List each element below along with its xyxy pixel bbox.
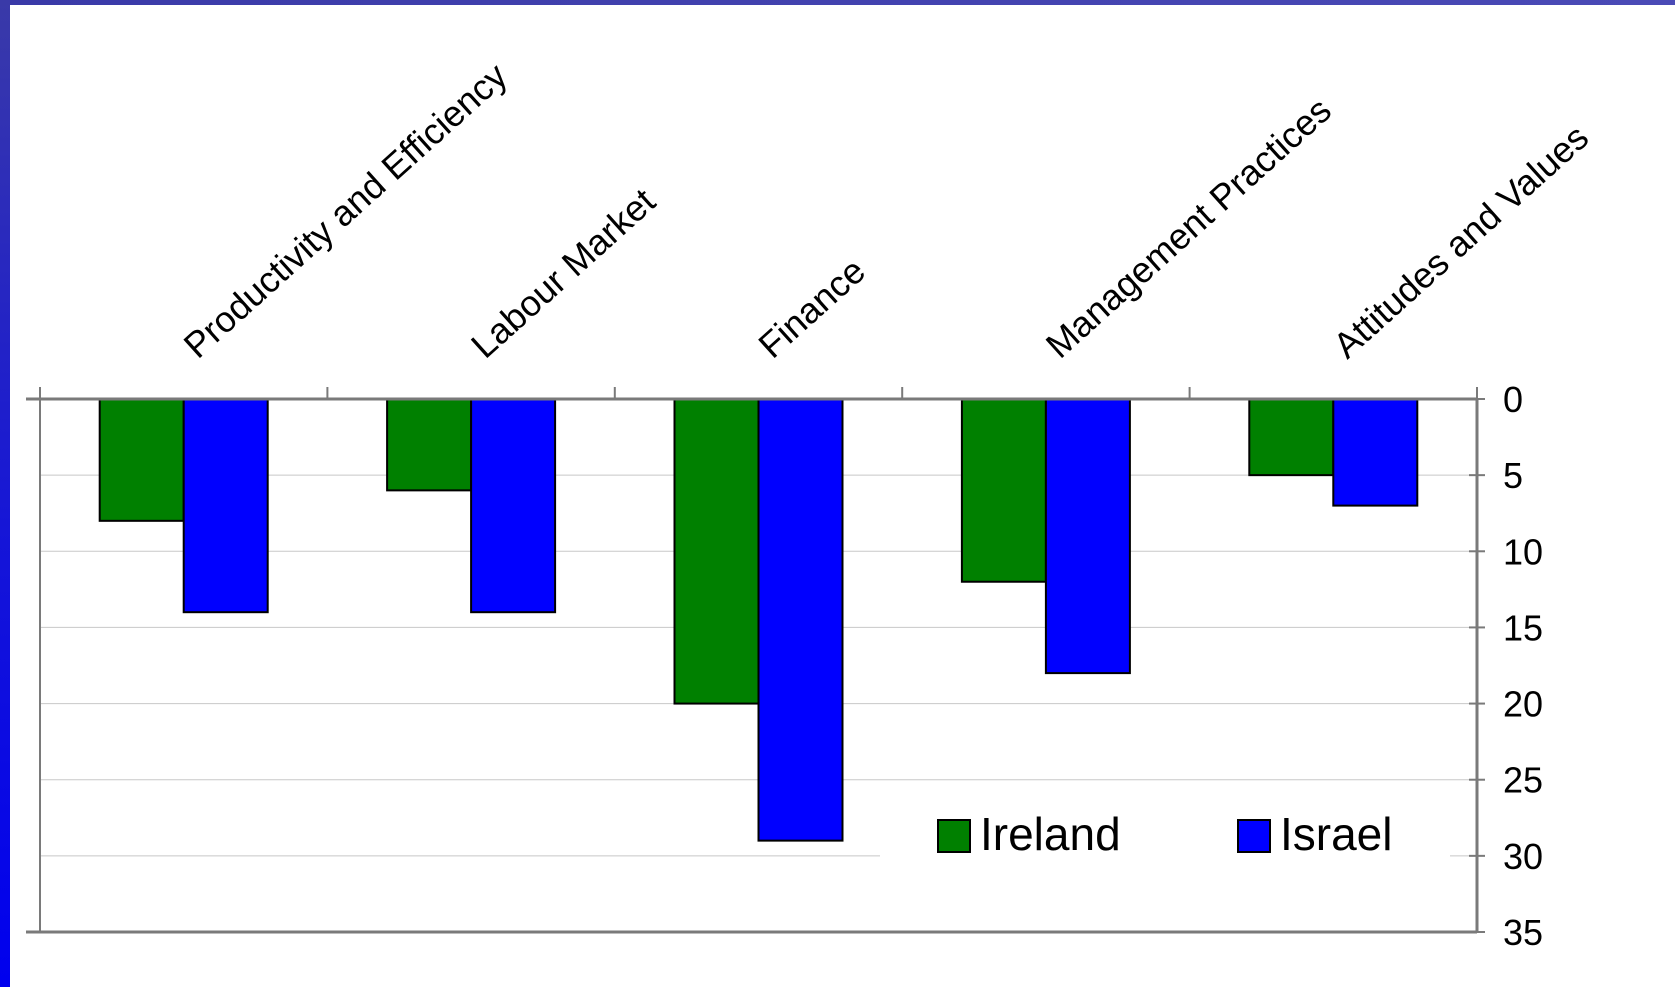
category-label: Productivity and Efficiency [176, 55, 515, 366]
category-label: Labour Market [463, 180, 663, 366]
bar-ireland [1248, 398, 1335, 477]
y-tick-label: 20 [1503, 684, 1543, 725]
y-tick-label: 10 [1503, 531, 1543, 572]
legend-swatch-israel [1237, 819, 1271, 853]
bar-israel [757, 398, 844, 842]
y-tick-labels: 0 5 10 15 20 25 30 35 [1503, 379, 1543, 953]
bar-ireland [386, 398, 473, 492]
legend: Ireland Israel [880, 783, 1450, 883]
y-tick-label: 30 [1503, 836, 1543, 877]
bar-ireland [960, 398, 1047, 583]
slide-frame-top [0, 0, 1675, 5]
y-tick-label: 5 [1503, 455, 1523, 496]
y-tick-label: 0 [1503, 379, 1523, 420]
bar-israel [470, 398, 557, 614]
bar-ireland [673, 398, 760, 705]
bars [98, 398, 1419, 842]
bar-israel [1044, 398, 1131, 675]
category-label: Management Practices [1038, 89, 1339, 366]
category-label: Attitudes and Values [1325, 116, 1596, 366]
y-tick-label: 35 [1503, 912, 1543, 953]
category-label: Finance [750, 250, 873, 366]
legend-swatch-ireland [937, 819, 971, 853]
legend-box [880, 783, 1450, 883]
legend-label-israel: Israel [1280, 808, 1392, 860]
slide-frame-left [0, 0, 10, 987]
legend-label-ireland: Ireland [980, 808, 1121, 860]
bar-israel [182, 398, 269, 614]
y-tick-label: 25 [1503, 760, 1543, 801]
axes [26, 387, 1485, 934]
y-tick-label: 15 [1503, 607, 1543, 648]
bar-ireland [98, 398, 185, 522]
bar-israel [1332, 398, 1419, 507]
